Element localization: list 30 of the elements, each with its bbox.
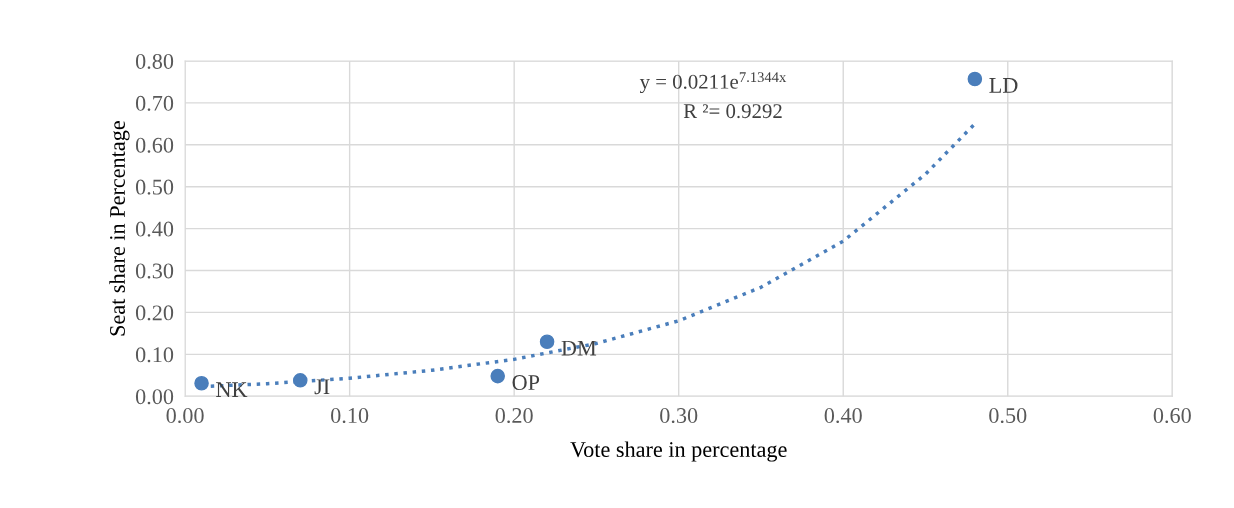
point [490, 368, 505, 384]
y-tick-label: 0.20 [135, 305, 174, 321]
x-tick-label: 0.10 [331, 407, 369, 424]
annotation: LD [989, 78, 1018, 93]
x-tick-label: 0.30 [660, 407, 698, 424]
annotation: OP [512, 375, 540, 391]
annotation: y = 0.0211e$^{7.1344x}$ [639, 72, 787, 94]
x-tick-label: 0.00 [166, 407, 204, 424]
x-tick-label: 0.40 [824, 407, 862, 424]
y-tick-label: 0.10 [135, 347, 174, 363]
point [194, 375, 209, 391]
y-tick-label: 0.00 [135, 389, 174, 405]
x-tick-label: 0.20 [495, 407, 533, 424]
y-tick-label: 0.30 [135, 263, 174, 279]
x-tick-label: 0.50 [989, 407, 1027, 424]
x-tick-label: 0.60 [1153, 407, 1191, 424]
y-tick-label: 0.40 [135, 221, 174, 237]
annotation: NK [216, 382, 248, 397]
point [967, 71, 983, 87]
y-tick-label: 0.70 [135, 95, 174, 111]
y-axis-title: Seat share in Percentage [109, 121, 130, 336]
annotation: JI [314, 379, 330, 395]
x-axis-title: Vote share in percentage [570, 441, 787, 462]
annotation: DM [561, 340, 597, 356]
point [539, 334, 555, 350]
y-tick-label: 0.80 [135, 53, 174, 69]
y-tick-label: 0.60 [135, 137, 174, 153]
y-tick-label: 0.50 [135, 179, 174, 195]
point [292, 373, 308, 388]
annotation: R ²= 0.9292 [683, 104, 782, 119]
